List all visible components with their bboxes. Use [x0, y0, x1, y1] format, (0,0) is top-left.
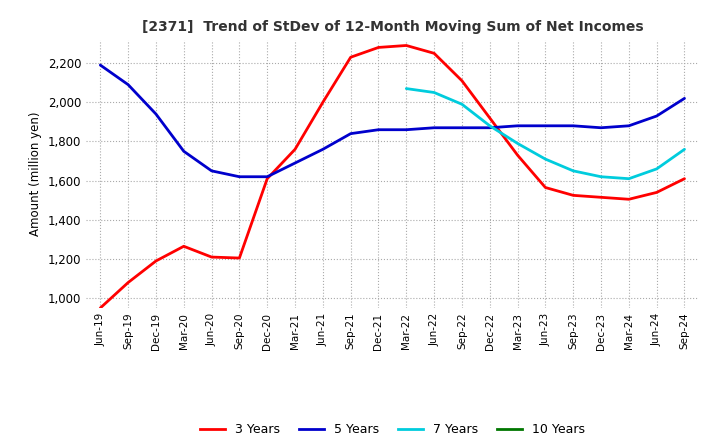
3 Years: [402, 43, 410, 48]
3 Years: [569, 193, 577, 198]
5 Years: [513, 123, 522, 128]
7 Years: [485, 123, 494, 128]
7 Years: [652, 166, 661, 172]
5 Years: [541, 123, 550, 128]
5 Years: [402, 127, 410, 132]
3 Years: [124, 280, 132, 285]
7 Years: [541, 157, 550, 162]
5 Years: [207, 168, 216, 173]
3 Years: [458, 78, 467, 84]
5 Years: [458, 125, 467, 130]
7 Years: [430, 90, 438, 95]
3 Years: [430, 51, 438, 56]
5 Years: [374, 127, 383, 132]
Title: [2371]  Trend of StDev of 12-Month Moving Sum of Net Incomes: [2371] Trend of StDev of 12-Month Moving…: [142, 20, 643, 34]
3 Years: [624, 197, 633, 202]
5 Years: [569, 123, 577, 128]
5 Years: [179, 149, 188, 154]
Legend: 3 Years, 5 Years, 7 Years, 10 Years: 3 Years, 5 Years, 7 Years, 10 Years: [195, 418, 590, 440]
7 Years: [569, 168, 577, 173]
3 Years: [680, 176, 689, 181]
Line: 3 Years: 3 Years: [100, 45, 685, 308]
3 Years: [152, 258, 161, 264]
3 Years: [263, 176, 271, 181]
5 Years: [235, 174, 243, 180]
3 Years: [346, 55, 355, 60]
5 Years: [597, 125, 606, 130]
3 Years: [374, 45, 383, 50]
7 Years: [624, 176, 633, 181]
3 Years: [485, 115, 494, 121]
5 Years: [318, 147, 327, 152]
3 Years: [597, 194, 606, 200]
Line: 5 Years: 5 Years: [100, 65, 685, 177]
5 Years: [346, 131, 355, 136]
5 Years: [680, 96, 689, 101]
7 Years: [597, 174, 606, 180]
3 Years: [179, 244, 188, 249]
5 Years: [152, 111, 161, 117]
5 Years: [624, 123, 633, 128]
5 Years: [430, 125, 438, 130]
5 Years: [485, 125, 494, 130]
7 Years: [680, 147, 689, 152]
5 Years: [96, 62, 104, 68]
3 Years: [235, 255, 243, 260]
3 Years: [318, 99, 327, 105]
Line: 7 Years: 7 Years: [406, 88, 685, 179]
3 Years: [513, 153, 522, 158]
3 Years: [652, 190, 661, 195]
5 Years: [652, 114, 661, 119]
7 Years: [402, 86, 410, 91]
3 Years: [96, 305, 104, 311]
3 Years: [207, 254, 216, 260]
5 Years: [124, 82, 132, 87]
Y-axis label: Amount (million yen): Amount (million yen): [30, 112, 42, 236]
5 Years: [291, 161, 300, 166]
5 Years: [263, 174, 271, 180]
3 Years: [291, 147, 300, 152]
7 Years: [513, 141, 522, 146]
3 Years: [541, 185, 550, 190]
7 Years: [458, 102, 467, 107]
